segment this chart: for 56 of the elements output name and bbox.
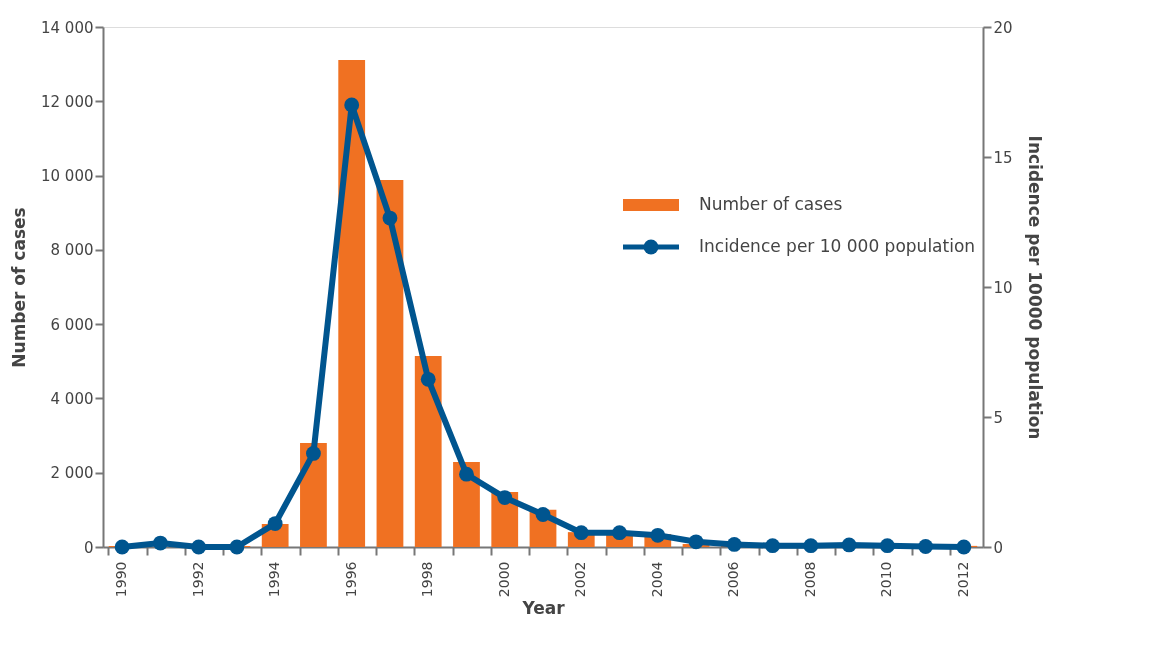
point xyxy=(612,525,627,541)
y-tick-label: 2 000 xyxy=(50,464,94,483)
y2-axis-title: Incidence per 10000 population xyxy=(1024,135,1045,440)
x-axis-title: Year xyxy=(521,598,566,619)
point xyxy=(535,507,551,522)
y-tick-label: 6 000 xyxy=(50,315,94,334)
x-tick-label: 1990 xyxy=(113,561,130,598)
y-tick-label: 8 000 xyxy=(50,241,94,260)
point xyxy=(267,516,283,531)
y2-tick-label: 20 xyxy=(993,18,1013,37)
point xyxy=(803,538,819,554)
point xyxy=(114,539,130,555)
legend-label: Number of cases xyxy=(699,194,843,214)
point xyxy=(420,371,436,387)
legend-label: Incidence per 10 000 population xyxy=(699,236,976,256)
point xyxy=(650,527,666,543)
x-tick-label: 2012 xyxy=(954,561,971,598)
point xyxy=(191,539,207,555)
point xyxy=(229,539,245,555)
y2-tick-label: 10 xyxy=(993,278,1013,297)
bar xyxy=(338,60,366,547)
bar xyxy=(414,356,442,547)
point xyxy=(459,466,474,482)
point xyxy=(688,534,704,550)
x-tick-label: 1998 xyxy=(419,561,436,598)
bar xyxy=(376,180,404,547)
y2-tick-label: 5 xyxy=(993,408,1004,427)
point xyxy=(918,539,934,554)
y-tick-label: 14 000 xyxy=(41,18,94,37)
x-tick-label: 2006 xyxy=(725,561,742,598)
point xyxy=(344,97,360,113)
x-tick-label: 1996 xyxy=(342,561,359,598)
y-tick-label: 10 000 xyxy=(41,167,94,186)
y-tick-label: 12 000 xyxy=(41,92,94,111)
point xyxy=(573,525,589,541)
point xyxy=(956,539,972,555)
y-axis-title: Number of cases xyxy=(9,207,30,368)
x-tick-label: 2010 xyxy=(878,561,895,598)
x-tick-label: 2000 xyxy=(495,561,512,598)
y-tick-label: 4 000 xyxy=(50,389,94,408)
point xyxy=(497,490,513,505)
point xyxy=(306,446,321,461)
point xyxy=(152,535,168,551)
x-tick-label: 1994 xyxy=(266,561,283,598)
point xyxy=(879,538,895,554)
point xyxy=(841,537,857,553)
y2-tick-label: 0 xyxy=(993,538,1004,557)
y-tick-label: 0 xyxy=(83,538,94,557)
x-tick-label: 2004 xyxy=(648,561,665,598)
x-tick-label: 2008 xyxy=(801,561,818,598)
x-tick-label: 1992 xyxy=(189,561,206,598)
point xyxy=(726,537,742,552)
y2-tick-label: 15 xyxy=(993,148,1013,167)
point xyxy=(765,538,780,554)
point xyxy=(382,210,398,226)
x-tick-label: 2002 xyxy=(572,561,589,598)
